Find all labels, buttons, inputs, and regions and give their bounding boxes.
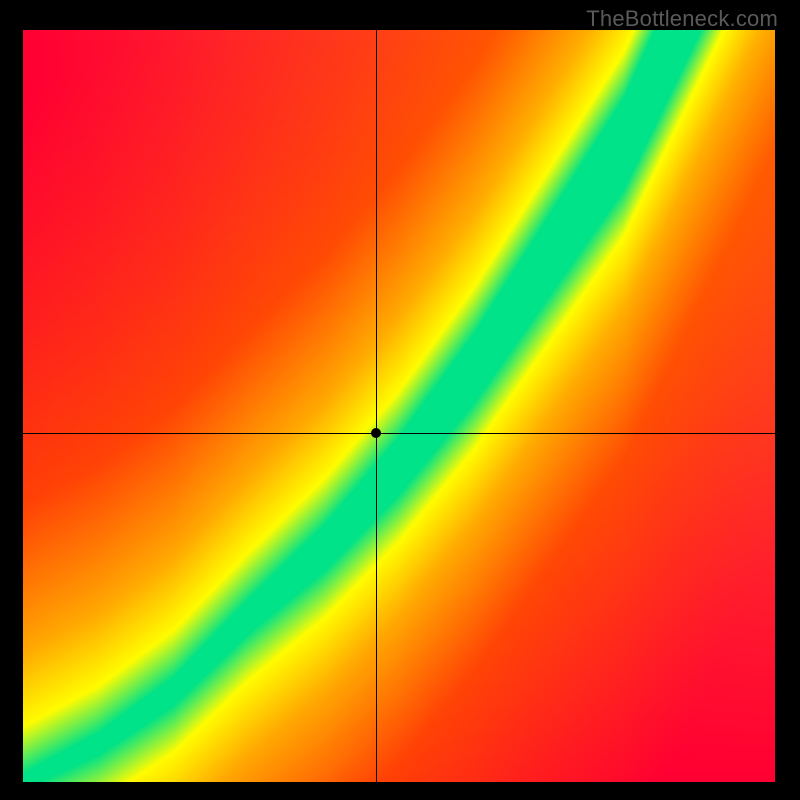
bottleneck-heatmap <box>23 30 775 782</box>
crosshair-vertical <box>376 30 377 782</box>
crosshair-marker <box>371 428 381 438</box>
crosshair-horizontal <box>23 433 775 434</box>
watermark-text: TheBottleneck.com <box>586 6 778 32</box>
heatmap-canvas <box>23 30 775 782</box>
